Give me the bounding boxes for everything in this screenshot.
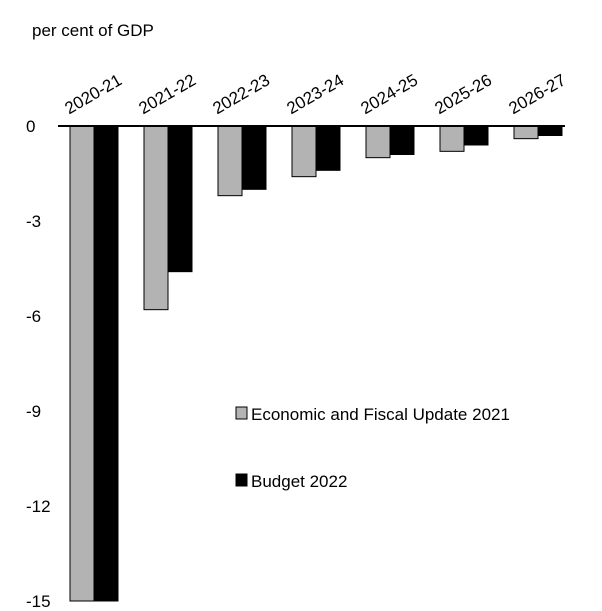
- legend-swatch: [235, 473, 248, 487]
- y-tick-label: -12: [26, 497, 51, 516]
- y-axis-unit-label: per cent of GDP: [32, 21, 154, 40]
- category-label: 2022-23: [209, 70, 273, 118]
- bar-efu-2021-2023-24: [291, 125, 317, 178]
- category-label: 2023-24: [283, 70, 347, 118]
- bar-budget-2022-2024-25: [389, 125, 415, 155]
- legend: Economic and Fiscal Update 2021 Budget 20…: [235, 405, 510, 491]
- legend-label: Economic and Fiscal Update 2021: [251, 405, 510, 424]
- y-tick-label: -15: [26, 592, 51, 611]
- bar-efu-2021-2026-27: [513, 125, 539, 140]
- category-label: 2020-21: [61, 70, 125, 118]
- bar-budget-2022-2026-27: [537, 125, 563, 136]
- bar-efu-2021-2020-21: [69, 125, 95, 602]
- y-tick-label: -3: [26, 212, 41, 231]
- y-tick-label: -6: [26, 307, 41, 326]
- bar-efu-2021-2022-23: [217, 125, 243, 197]
- category-label: 2024-25: [357, 70, 421, 118]
- bar-budget-2022-2020-21: [93, 125, 119, 602]
- y-tick-label: 0: [26, 117, 35, 136]
- bar-budget-2022-2023-24: [315, 125, 341, 171]
- bar-budget-2022-2022-23: [241, 125, 267, 190]
- category-labels: 2020-21 2021-22 2022-23 2023-24 2024-25 2025-…: [61, 70, 569, 118]
- bar-group: [69, 125, 563, 602]
- bar-efu-2021-2021-22: [143, 125, 169, 311]
- bar-budget-2022-2025-26: [463, 125, 489, 146]
- bar-efu-2021-2025-26: [439, 125, 465, 152]
- category-label: 2021-22: [135, 70, 199, 118]
- y-axis-ticks: 0 -3 -6 -9 -12 -15: [26, 117, 51, 611]
- category-label: 2025-26: [431, 70, 495, 118]
- legend-label: Budget 2022: [251, 472, 347, 491]
- category-label: 2026-27: [505, 70, 569, 118]
- y-tick-label: -9: [26, 402, 41, 421]
- bar-budget-2022-2021-22: [167, 125, 193, 273]
- bar-efu-2021-2024-25: [365, 125, 391, 159]
- legend-swatch: [235, 406, 248, 420]
